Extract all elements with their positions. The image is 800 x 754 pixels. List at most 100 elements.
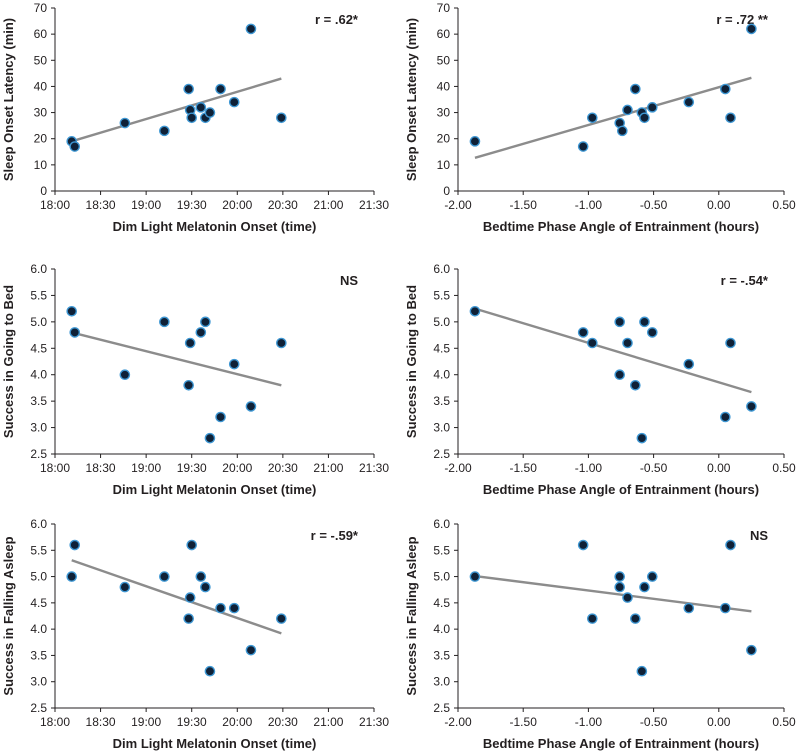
data-point bbox=[276, 337, 287, 349]
y-tick-label: 30 bbox=[437, 106, 451, 120]
y-tick-label: 0 bbox=[40, 184, 47, 198]
data-point bbox=[720, 602, 731, 614]
x-tick-label: 21:30 bbox=[359, 198, 389, 212]
data-point bbox=[622, 592, 633, 603]
data-point bbox=[469, 571, 481, 582]
y-tick-label: 6.0 bbox=[433, 262, 450, 276]
annotation: r = .72 ** bbox=[716, 12, 769, 27]
x-axis-title: Bedtime Phase Angle of Entrainment (hour… bbox=[483, 482, 759, 497]
data-point bbox=[184, 592, 196, 603]
data-point bbox=[630, 83, 641, 95]
x-tick-label: 21:00 bbox=[313, 461, 343, 475]
data-point bbox=[119, 369, 131, 381]
data-point bbox=[245, 644, 257, 656]
data-point bbox=[195, 327, 207, 338]
data-point bbox=[746, 644, 757, 656]
data-point bbox=[66, 571, 78, 582]
y-tick-label: 20 bbox=[437, 132, 451, 146]
y-tick-label: 60 bbox=[34, 27, 48, 41]
data-point bbox=[646, 102, 658, 113]
x-tick-label: 0.50 bbox=[772, 198, 796, 212]
x-tick-label: -1.00 bbox=[575, 198, 603, 212]
y-tick-label: 3.5 bbox=[433, 648, 450, 662]
y-tick-label: 10 bbox=[437, 158, 451, 172]
data-point bbox=[614, 369, 625, 381]
panel-p4: -2.00 -1.50 -1.00 -0.50 0.00 0.50 2.5 3.0 3.5 4.0… bbox=[404, 262, 796, 497]
x-tick-label: 19:00 bbox=[131, 461, 161, 475]
x-tick-label: 20:30 bbox=[268, 715, 298, 729]
x-tick-label: 21:00 bbox=[313, 198, 343, 212]
data-point bbox=[630, 379, 641, 391]
trendline bbox=[474, 76, 752, 159]
y-tick-label: 5.0 bbox=[433, 315, 450, 329]
data-point bbox=[683, 96, 695, 108]
x-tick-label: 18:30 bbox=[86, 461, 116, 475]
panel-p1: 18:00 18:30 19:00 19:30 20:00 20:30 21:00 21:30… bbox=[1, 1, 389, 234]
y-axis-title: Success in Falling Asleep bbox=[404, 536, 419, 695]
y-tick-label: 30 bbox=[34, 106, 48, 120]
x-tick-label: -1.00 bbox=[575, 461, 603, 475]
data-point bbox=[184, 337, 196, 349]
y-tick-label: 3.5 bbox=[30, 394, 47, 408]
y-tick-label: 4.0 bbox=[30, 368, 47, 382]
x-tick-label: 0.50 bbox=[772, 461, 796, 475]
data-point bbox=[215, 411, 226, 423]
x-tick-label: 20:00 bbox=[222, 198, 252, 212]
y-tick-label: 3.5 bbox=[30, 648, 47, 662]
x-tick-label: 18:00 bbox=[40, 198, 70, 212]
y-tick-label: 5.5 bbox=[433, 543, 450, 557]
x-tick-label: -1.50 bbox=[510, 461, 538, 475]
x-tick-label: -1.00 bbox=[575, 715, 603, 729]
y-tick-label: 70 bbox=[34, 1, 48, 15]
data-point bbox=[636, 432, 648, 444]
data-point bbox=[159, 125, 170, 137]
data-point bbox=[646, 327, 658, 338]
data-point bbox=[587, 337, 598, 349]
y-tick-label: 4.5 bbox=[433, 341, 450, 355]
x-tick-label: -2.00 bbox=[444, 198, 472, 212]
x-tick-label: 20:00 bbox=[222, 461, 252, 475]
data-point bbox=[228, 96, 240, 108]
data-point bbox=[636, 665, 648, 677]
annotation: r = -.54* bbox=[721, 273, 769, 288]
y-tick-label: 2.5 bbox=[433, 701, 450, 715]
data-point bbox=[66, 305, 78, 317]
data-point bbox=[577, 141, 589, 152]
data-point bbox=[195, 571, 207, 582]
y-tick-label: 50 bbox=[437, 53, 451, 67]
data-point bbox=[200, 316, 211, 328]
x-tick-label: -1.50 bbox=[510, 715, 538, 729]
x-axis-title: Bedtime Phase Angle of Entrainment (hour… bbox=[483, 736, 759, 751]
x-tick-label: 18:30 bbox=[86, 198, 116, 212]
data-point bbox=[639, 316, 650, 328]
data-point bbox=[186, 112, 198, 124]
data-point bbox=[622, 337, 633, 349]
y-tick-label: 3.0 bbox=[433, 675, 450, 689]
data-point bbox=[204, 432, 216, 444]
x-tick-label: -1.50 bbox=[510, 198, 538, 212]
data-point bbox=[646, 571, 658, 582]
x-tick-label: 0.00 bbox=[707, 198, 731, 212]
data-point bbox=[720, 83, 731, 95]
y-tick-label: 3.0 bbox=[433, 421, 450, 435]
data-point bbox=[276, 613, 287, 624]
trendline bbox=[474, 307, 752, 394]
y-tick-label: 4.0 bbox=[433, 622, 450, 636]
data-point bbox=[204, 665, 216, 677]
y-tick-label: 3.0 bbox=[30, 421, 47, 435]
y-tick-label: 40 bbox=[34, 79, 48, 93]
y-tick-label: 10 bbox=[34, 158, 48, 172]
x-tick-label: 18:30 bbox=[86, 715, 116, 729]
y-axis-title: Success in Going to Bed bbox=[404, 285, 419, 438]
y-tick-label: 4.5 bbox=[30, 341, 47, 355]
data-point bbox=[469, 136, 481, 147]
x-axis-title: Bedtime Phase Angle of Entrainment (hour… bbox=[483, 219, 759, 234]
y-tick-label: 2.5 bbox=[30, 447, 47, 461]
data-point bbox=[683, 358, 695, 370]
data-point bbox=[215, 83, 226, 95]
x-tick-label: 19:00 bbox=[131, 198, 161, 212]
y-tick-label: 2.5 bbox=[433, 447, 450, 461]
data-point bbox=[215, 602, 226, 614]
x-tick-label: 19:30 bbox=[177, 198, 207, 212]
data-point bbox=[276, 112, 287, 124]
